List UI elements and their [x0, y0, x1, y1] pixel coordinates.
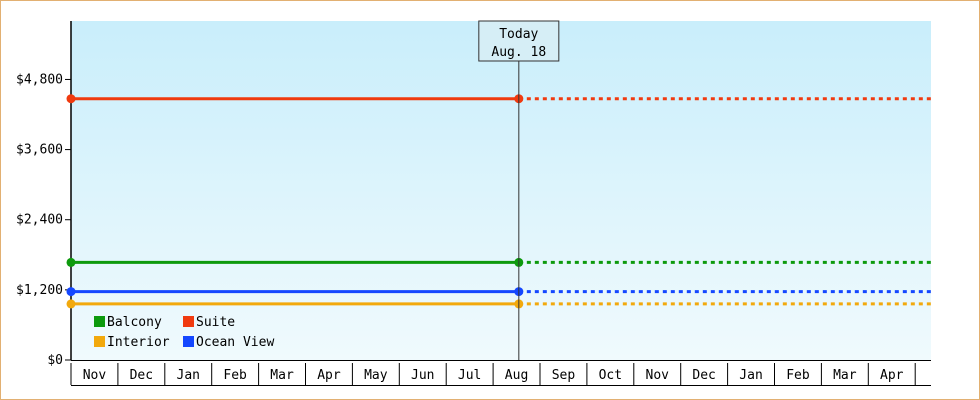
x-tick-label: Apr	[880, 368, 904, 383]
series-point-interior	[66, 299, 76, 309]
today-label-box	[478, 20, 560, 62]
legend-label-balcony: Balcony	[107, 315, 162, 330]
y-tick-label: $2,400	[16, 213, 63, 228]
y-tick-label: $1,200	[16, 283, 63, 298]
y-tick-label: $3,600	[16, 143, 63, 158]
legend-label-ocean-view: Ocean View	[196, 335, 274, 350]
x-tick-label: May	[364, 368, 388, 383]
legend-swatch-ocean-view	[183, 336, 194, 347]
x-tick-label: Nov	[83, 368, 107, 383]
legend-label-suite: Suite	[196, 315, 235, 330]
y-tick-label: $4,800	[16, 72, 63, 87]
series-point-suite	[66, 94, 76, 104]
x-tick-label: Jul	[458, 368, 481, 383]
x-tick-label: Oct	[599, 368, 622, 383]
legend-swatch-balcony	[94, 316, 105, 327]
x-tick-label: Mar	[270, 368, 294, 383]
x-tick-label: Jan	[739, 368, 762, 383]
x-tick-label: Nov	[646, 368, 670, 383]
x-tick-label: Dec	[130, 368, 153, 383]
x-tick-label: Feb	[223, 368, 247, 383]
today-label-text: Aug. 18	[491, 45, 546, 60]
x-tick-label: Dec	[692, 368, 715, 383]
x-tick-label: Apr	[317, 368, 341, 383]
x-tick-label: Feb	[786, 368, 810, 383]
legend-swatch-suite	[183, 316, 194, 327]
y-tick-label: $0	[47, 353, 63, 368]
plot-area	[71, 21, 931, 360]
x-tick-label: Jun	[411, 368, 434, 383]
x-tick-label: Jan	[177, 368, 200, 383]
x-tick-label: Sep	[552, 368, 576, 383]
today-label-text: Today	[499, 27, 538, 42]
x-tick-label: Mar	[833, 368, 857, 383]
x-tick-label: Aug	[505, 368, 528, 383]
series-point-balcony	[66, 257, 76, 267]
series-point-ocean-view	[66, 287, 76, 297]
legend-label-interior: Interior	[107, 335, 170, 350]
legend-swatch-interior	[94, 336, 105, 347]
